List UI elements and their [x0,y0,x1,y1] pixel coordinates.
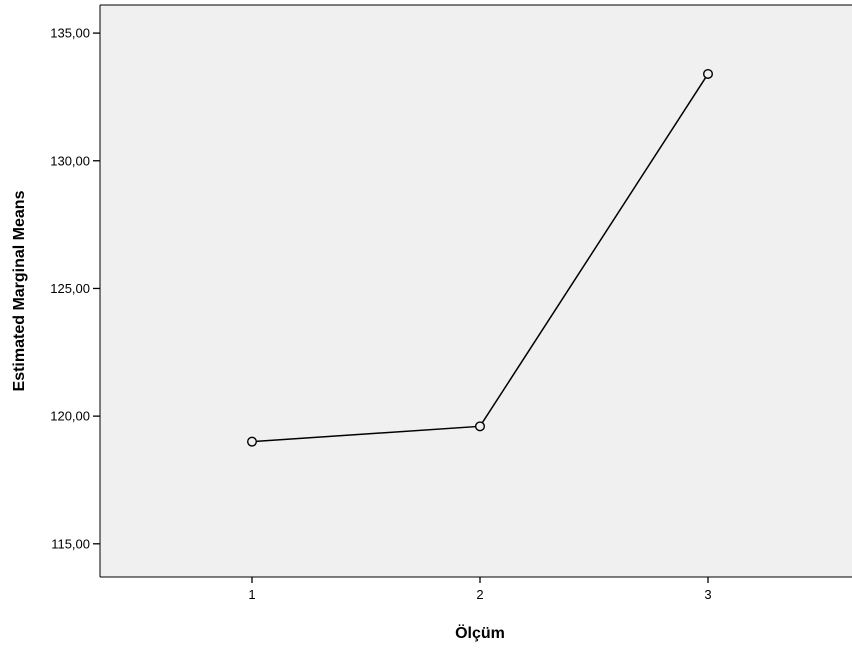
y-tick-label: 130,00 [50,153,90,168]
x-tick-label: 2 [476,587,483,602]
y-axis-title: Estimated Marginal Means [11,190,28,391]
x-tick-label: 3 [704,587,711,602]
y-tick-label: 120,00 [50,409,90,424]
data-point [703,68,714,79]
plot-frame [99,4,852,578]
series-layer [246,68,714,447]
y-tick-label: 115,00 [51,536,90,551]
x-axis-ticks: 1 2 3 [248,577,712,602]
y-tick-label: 135,00 [50,26,90,41]
y-tick-label: 125,00 [50,281,90,296]
x-axis-title: Ölçüm [455,623,505,642]
x-tick-label: 1 [248,587,255,602]
data-point [475,421,486,432]
data-point [246,436,257,447]
plot-area [100,5,852,577]
y-axis-ticks: 115,00 120,00 125,00 130,00 135,00 [50,26,100,551]
